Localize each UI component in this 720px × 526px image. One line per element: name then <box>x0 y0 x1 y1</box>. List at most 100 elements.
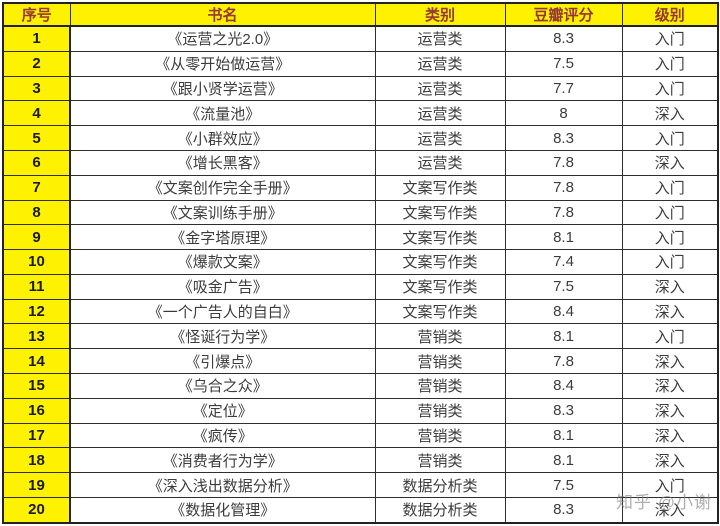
table-row: 11 《吸金广告》 文案写作类 7.5 深入 <box>2 273 719 300</box>
cell-title: 《引爆点》 <box>69 348 376 374</box>
table-row: 13 《怪诞行为学》 营销类 8.1 入门 <box>2 323 719 350</box>
cell-rating: 7.8 <box>504 149 623 176</box>
cell-title: 《流量池》 <box>69 100 376 127</box>
table-row: 16 《定位》 营销类 8.3 深入 <box>2 397 719 424</box>
table-row: 10 《爆款文案》 文案写作类 7.4 入门 <box>2 249 719 275</box>
cell-level: 深入 <box>621 273 719 300</box>
cell-level: 深入 <box>621 298 719 325</box>
cell-category: 运营类 <box>374 125 506 151</box>
cell-category: 数据分析类 <box>374 496 506 524</box>
cell-index: 17 <box>2 422 71 449</box>
cell-rating: 8.3 <box>504 397 623 424</box>
cell-level: 深入 <box>621 397 719 424</box>
cell-title: 《深入浅出数据分析》 <box>69 472 376 498</box>
cell-rating: 8 <box>504 100 623 127</box>
table-row: 19 《深入浅出数据分析》 数据分析类 7.5 入门 <box>2 472 719 498</box>
cell-index: 5 <box>2 125 71 151</box>
cell-rating: 8.1 <box>504 422 623 449</box>
cell-index: 6 <box>2 149 71 176</box>
column-header-col-category: 类别 <box>374 2 506 27</box>
cell-rating: 7.8 <box>504 199 623 226</box>
cell-category: 运营类 <box>374 50 506 77</box>
table-row: 2 《从零开始做运营》 运营类 7.5 入门 <box>2 50 719 77</box>
cell-level: 入门 <box>621 125 719 151</box>
cell-title: 《从零开始做运营》 <box>69 50 376 77</box>
cell-title: 《文案训练手册》 <box>69 199 376 226</box>
cell-level: 深入 <box>621 149 719 176</box>
cell-level: 深入 <box>621 100 719 127</box>
cell-index: 7 <box>2 174 71 201</box>
cell-category: 营销类 <box>374 323 506 350</box>
cell-rating: 8.3 <box>504 125 623 151</box>
cell-rating: 7.5 <box>504 472 623 498</box>
cell-level: 入门 <box>621 224 719 251</box>
table-row: 8 《文案训练手册》 文案写作类 7.8 入门 <box>2 199 719 226</box>
cell-rating: 8.3 <box>504 25 623 52</box>
cell-rating: 7.4 <box>504 249 623 275</box>
cell-title: 《跟小贤学运营》 <box>69 75 376 102</box>
cell-index: 1 <box>2 25 71 52</box>
cell-category: 文案写作类 <box>374 273 506 300</box>
cell-index: 13 <box>2 323 71 350</box>
table-row: 15 《乌合之众》 营销类 8.4 深入 <box>2 373 719 399</box>
cell-index: 14 <box>2 348 71 374</box>
table-body: 1 《运营之光2.0》 运营类 8.3 入门 2 《从零开始做运营》 运营类 7.5 入门 3 《跟小… <box>2 25 719 524</box>
cell-level: 入门 <box>621 249 719 275</box>
cell-category: 文案写作类 <box>374 199 506 226</box>
cell-rating: 7.8 <box>504 174 623 201</box>
header-row: 序号 书名 类别 豆瓣评分 级别 <box>2 2 719 27</box>
cell-level: 入门 <box>621 50 719 77</box>
cell-title: 《爆款文案》 <box>69 249 376 275</box>
cell-rating: 7.8 <box>504 348 623 374</box>
table-row: 7 《文案创作完全手册》 文案写作类 7.8 入门 <box>2 174 719 201</box>
cell-index: 8 <box>2 199 71 226</box>
cell-index: 11 <box>2 273 71 300</box>
table-row: 5 《小群效应》 运营类 8.3 入门 <box>2 125 719 151</box>
cell-index: 2 <box>2 50 71 77</box>
cell-index: 19 <box>2 472 71 498</box>
table-row: 9 《金字塔原理》 文案写作类 8.1 入门 <box>2 224 719 251</box>
cell-level: 入门 <box>621 25 719 52</box>
cell-title: 《吸金广告》 <box>69 273 376 300</box>
cell-category: 运营类 <box>374 75 506 102</box>
cell-level: 入门 <box>621 199 719 226</box>
cell-index: 18 <box>2 447 71 474</box>
cell-rating: 8.4 <box>504 373 623 399</box>
cell-title: 《小群效应》 <box>69 125 376 151</box>
table-row: 6 《增长黑客》 运营类 7.8 深入 <box>2 149 719 176</box>
cell-index: 10 <box>2 249 71 275</box>
cell-rating: 7.7 <box>504 75 623 102</box>
cell-index: 12 <box>2 298 71 325</box>
cell-index: 16 <box>2 397 71 424</box>
cell-rating: 8.1 <box>504 323 623 350</box>
table-row: 17 《疯传》 营销类 8.1 深入 <box>2 422 719 449</box>
cell-category: 运营类 <box>374 100 506 127</box>
column-header-col-level: 级别 <box>621 2 719 27</box>
column-header-col-title: 书名 <box>69 2 376 27</box>
cell-category: 营销类 <box>374 348 506 374</box>
cell-level: 深入 <box>621 348 719 374</box>
cell-level: 深入 <box>621 496 719 524</box>
cell-category: 营销类 <box>374 373 506 399</box>
cell-category: 文案写作类 <box>374 174 506 201</box>
cell-index: 3 <box>2 75 71 102</box>
cell-category: 数据分析类 <box>374 472 506 498</box>
cell-title: 《文案创作完全手册》 <box>69 174 376 201</box>
cell-category: 营销类 <box>374 447 506 474</box>
table-row: 3 《跟小贤学运营》 运营类 7.7 入门 <box>2 75 719 102</box>
cell-title: 《定位》 <box>69 397 376 424</box>
cell-index: 9 <box>2 224 71 251</box>
table-row: 12 《一个广告人的自白》 文案写作类 8.4 深入 <box>2 298 719 325</box>
cell-category: 文案写作类 <box>374 298 506 325</box>
table-row: 1 《运营之光2.0》 运营类 8.3 入门 <box>2 25 719 52</box>
cell-level: 深入 <box>621 373 719 399</box>
cell-title: 《一个广告人的自白》 <box>69 298 376 325</box>
cell-title: 《怪诞行为学》 <box>69 323 376 350</box>
column-header-col-rating: 豆瓣评分 <box>504 2 623 27</box>
cell-rating: 8.1 <box>504 224 623 251</box>
cell-level: 入门 <box>621 75 719 102</box>
cell-category: 文案写作类 <box>374 249 506 275</box>
cell-category: 文案写作类 <box>374 224 506 251</box>
